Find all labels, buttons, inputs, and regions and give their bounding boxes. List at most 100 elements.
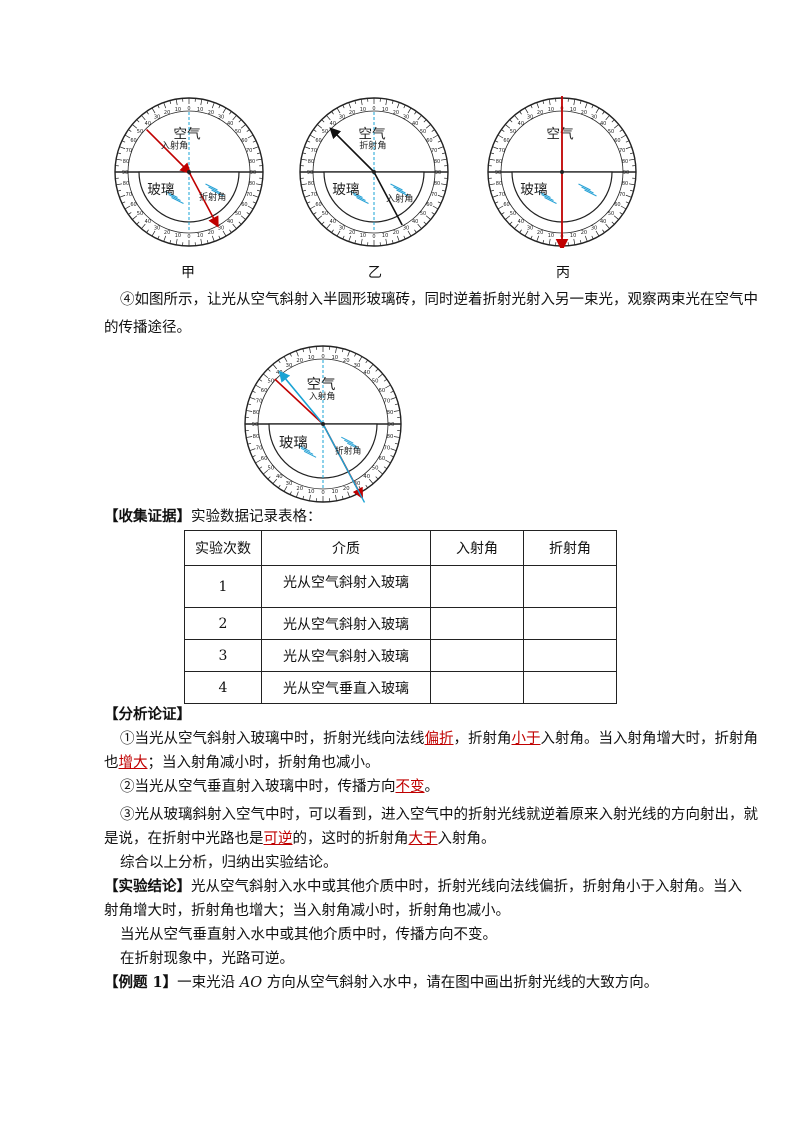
tick-mark [407,107,412,114]
tick-label: 40 [227,219,233,225]
tick-label: 60 [261,388,268,394]
tick-label: 70 [246,148,252,154]
collect-heading: 【收集证据】 [104,508,191,525]
tick-label: 70 [256,399,263,405]
answer-less-than: 小于 [511,731,541,747]
tick-mark [255,384,261,389]
tick-label: 60 [503,202,509,208]
tick-label: 20 [581,230,587,236]
tick-mark [630,152,634,155]
tick-label: 10 [197,107,203,113]
tick-label: 40 [276,474,283,480]
tick-mark [289,491,292,495]
tick-label: 20 [537,110,543,116]
cell-incident [430,639,524,672]
tick-mark [331,229,334,233]
tick-mark [548,99,551,106]
tick-mark [602,111,605,115]
tick-mark [619,212,623,215]
tick-mark [375,368,379,372]
tick-label: 60 [379,388,386,394]
tick-mark [252,140,257,143]
tick-mark [591,235,594,240]
tick-mark [342,235,345,240]
analysis-summary: 综合以上分析，归纳出实验结论。 [120,855,338,871]
tick-mark [263,373,269,378]
tick-mark [306,201,311,204]
tick-mark [258,378,263,382]
glass-hatch [341,436,354,444]
tick-label: 20 [296,486,303,492]
tick-mark [151,230,156,237]
analysis-p1-line1: ①当光从空气斜射入玻璃中时，折射光线向法线偏折，折射角小于入射角。当入射角增大时… [120,729,758,749]
tick-mark [393,436,400,438]
center-point [372,170,376,174]
cell-medium: 光从空气斜射入玻璃 [261,565,431,608]
tick-mark [132,124,138,129]
tick-label: 40 [363,474,370,480]
example-line: 【例题 1】一束光沿 AO 方向从空气斜射入水中，请在图中画出折射光线的大致方向… [104,973,658,993]
tick-mark [321,119,325,123]
incident-angle-label: 入射角 [161,139,188,151]
glass-hatch [208,186,221,194]
tick-mark [497,205,504,210]
analysis-p2: ②当光从空气垂直射入玻璃中时，传播方向不变。 [120,777,439,797]
collect-text: 实验数据记录表格： [191,509,322,525]
tick-mark [136,221,140,225]
tick-mark [490,189,494,192]
tick-mark [625,194,632,198]
tick-mark [595,107,600,114]
tick-mark [620,205,627,210]
tick-label: 20 [164,230,170,236]
tick-mark [246,410,253,412]
tick-label: 40 [363,370,370,376]
tick-label: 80 [253,434,260,440]
tick-mark [335,494,337,501]
tick-mark [365,484,369,489]
tick-label: 10 [175,233,181,239]
incident-angle-label: 入射角 [309,390,335,402]
tick-label: 50 [608,129,614,135]
tick-mark [146,111,149,115]
tick-mark [605,223,610,229]
glass-hatch [396,189,409,197]
tick-label: 90 [623,170,629,176]
glass-hatch [390,183,403,191]
text-run: 。 [424,779,440,795]
refracted-ray [329,127,375,173]
tick-mark [326,115,331,121]
tick-mark [391,100,394,104]
tick-mark [132,215,138,220]
tick-mark [360,99,363,106]
tick-mark [407,230,412,237]
tick-mark [306,140,311,143]
text-run: 方向从空气斜射入水中，请在图中画出折射光线的大致方向。 [262,975,659,991]
glass-label: 玻璃 [332,181,359,198]
tick-label: 60 [379,456,386,462]
tick-label: 20 [164,110,170,116]
tick-mark [348,102,352,109]
tick-label: 60 [426,202,432,208]
text-run: 入射角。 [437,831,496,847]
tick-mark [252,194,259,198]
tick-label: 30 [286,363,293,369]
tick-mark [295,491,299,498]
tick-mark [390,455,394,458]
tick-mark [341,348,344,353]
tick-mark [169,240,172,244]
tick-mark [309,347,311,354]
tick-mark [163,235,167,242]
glass-hatch [544,197,557,204]
tick-label: 70 [311,148,317,154]
tick-label: 60 [315,138,321,144]
analysis-p3-line1: ③光从玻璃斜射入空气中时，可以看到，进入空气中的折射光线就逆着原来入射光线的方向… [120,807,758,823]
tick-label: 10 [570,107,576,113]
tick-label: 0 [187,234,190,240]
tick-mark [255,459,261,464]
tick-label: 10 [175,107,181,113]
tick-label: 60 [241,202,247,208]
protractor-figure-a: 9080706050403020100102030405060708090807… [114,97,264,247]
tick-mark [249,448,256,452]
tick-mark [584,235,588,242]
tick-label: 50 [268,466,275,472]
